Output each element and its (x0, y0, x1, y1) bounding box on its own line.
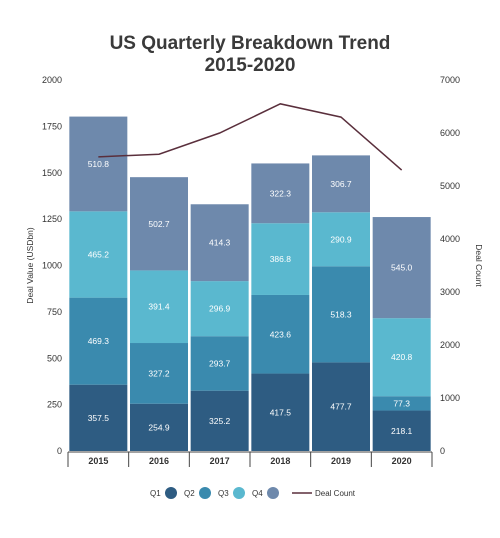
legend-label: Q3 (218, 489, 229, 498)
legend-swatch-q4 (267, 487, 279, 499)
bar-segment-q3 (251, 223, 310, 295)
y-tick-label: 1000 (42, 261, 62, 271)
y-axis-title: Deal Value (USDbn) (25, 227, 35, 304)
y-tick-label: 1750 (42, 121, 62, 131)
x-tick-label: 2018 (270, 456, 290, 466)
data-label: 465.2 (88, 249, 110, 259)
legend-label: Deal Count (315, 489, 356, 498)
y2-tick-label: 1000 (440, 393, 460, 403)
y2-tick-label: 0 (440, 446, 445, 456)
data-label: 306.7 (330, 179, 352, 189)
bar-segment-q2 (251, 294, 310, 374)
y-tick-label: 250 (47, 400, 62, 410)
bar-segment-q3 (312, 212, 370, 267)
data-label: 325.2 (209, 416, 231, 426)
y2-tick-label: 2000 (440, 340, 460, 350)
bar-segment-q4 (372, 217, 431, 319)
bar-segment-q3 (372, 318, 431, 397)
data-label: 510.8 (88, 159, 110, 169)
data-label: 254.9 (148, 422, 170, 432)
data-label: 502.7 (148, 219, 170, 229)
data-label: 386.8 (270, 254, 292, 264)
bar-segment-q4 (69, 116, 128, 212)
chart-subtitle: 2015-2020 (204, 55, 296, 76)
y-tick-label: 0 (57, 446, 62, 456)
legend-swatch-q3 (233, 487, 245, 499)
bar-segment-q1 (251, 373, 310, 451)
y2-tick-label: 4000 (440, 234, 460, 244)
data-label: 293.7 (209, 358, 231, 368)
bar-segment-q1 (372, 410, 431, 451)
x-tick-label: 2020 (392, 456, 412, 466)
bar-segment-q1 (69, 384, 128, 451)
data-label: 357.5 (88, 413, 110, 423)
data-label: 469.3 (88, 336, 110, 346)
bar-segment-q1 (190, 390, 249, 451)
data-label: 420.8 (391, 352, 413, 362)
data-label: 477.7 (330, 402, 352, 412)
bar-segment-q3 (130, 270, 188, 344)
data-label: 322.3 (270, 188, 292, 198)
x-tick-label: 2016 (149, 456, 169, 466)
data-label: 518.3 (330, 309, 352, 319)
y-tick-label: 1250 (42, 214, 62, 224)
data-label: 77.3 (393, 398, 410, 408)
legend-swatch-q1 (165, 487, 177, 499)
bar-segment-q4 (190, 204, 249, 282)
bar-segment-q4 (312, 155, 370, 213)
y2-axis-title: Deal Count (474, 244, 484, 287)
data-label: 414.3 (209, 238, 231, 248)
data-label: 327.2 (148, 368, 170, 378)
bar-segment-q3 (190, 281, 249, 337)
y2-tick-label: 5000 (440, 181, 460, 191)
legend-label: Q4 (252, 489, 263, 498)
bar-segment-q2 (130, 343, 188, 404)
chart-title: US Quarterly Breakdown Trend (109, 33, 391, 54)
bar-segment-q2 (190, 336, 249, 391)
y-tick-label: 500 (47, 353, 62, 363)
y2-tick-label: 6000 (440, 128, 460, 138)
data-label: 423.6 (270, 329, 292, 339)
x-tick-label: 2017 (210, 456, 230, 466)
y-tick-label: 750 (47, 307, 62, 317)
deal-count-line (98, 103, 403, 171)
legend-label: Q2 (184, 489, 195, 498)
legend-label: Q1 (150, 489, 161, 498)
data-label: 545.0 (391, 263, 413, 273)
x-tick-label: 2015 (88, 456, 108, 466)
data-label: 296.9 (209, 304, 231, 314)
bar-segment-q2 (372, 396, 431, 411)
data-label: 391.4 (148, 302, 170, 312)
bar-segment-q3 (69, 211, 128, 298)
y-tick-label: 1500 (42, 168, 62, 178)
x-tick-label: 2019 (331, 456, 351, 466)
legend-swatch-q2 (199, 487, 211, 499)
data-label: 218.1 (391, 426, 413, 436)
bar-segment-q2 (69, 297, 128, 385)
data-label: 290.9 (330, 234, 352, 244)
bar-segment-q4 (251, 163, 310, 224)
y-tick-label: 2000 (42, 75, 62, 85)
bar-segment-q2 (312, 266, 370, 363)
bar-segment-q1 (312, 362, 370, 451)
bar-segment-q1 (130, 403, 188, 451)
y2-tick-label: 3000 (440, 287, 460, 297)
bar-segment-q4 (130, 177, 188, 271)
data-label: 417.5 (270, 407, 292, 417)
y2-tick-label: 7000 (440, 75, 460, 85)
